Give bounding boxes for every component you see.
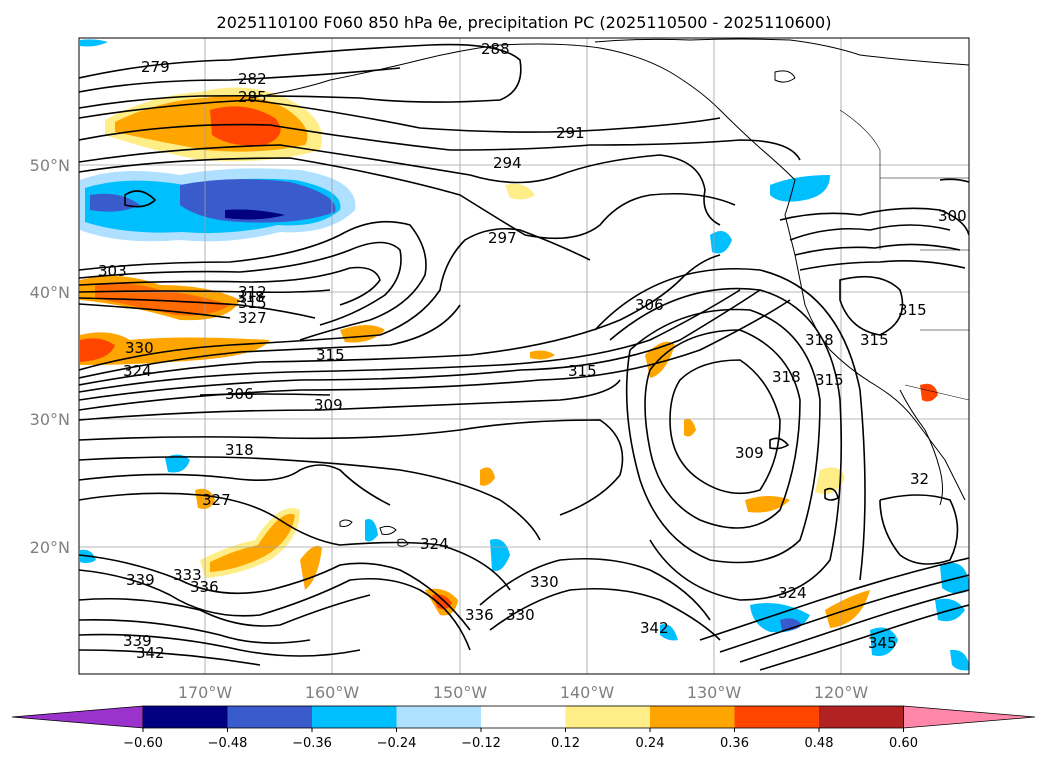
colorbar-segment xyxy=(396,706,482,728)
theta-e-contours xyxy=(79,43,969,671)
contour-label: 294 xyxy=(493,154,522,172)
contour-label: 345 xyxy=(868,634,897,652)
contour-label: 333 xyxy=(173,566,202,584)
map-content: 279 282 285 288 291 294 297 300 303 312 … xyxy=(79,38,969,674)
borders xyxy=(839,109,969,401)
lat-label: 20°N xyxy=(30,538,70,557)
colorbar-tick-label: 0.48 xyxy=(805,736,834,751)
colorbar-tick-label: −0.24 xyxy=(377,736,417,751)
contour-label: 339 xyxy=(123,632,152,650)
contour-labels: 279 282 285 288 291 294 297 300 303 312 … xyxy=(98,40,967,662)
lon-label: 150°W xyxy=(433,683,488,702)
contour-label: 315 xyxy=(316,346,345,364)
colorbar-tick-label: 0.60 xyxy=(889,736,918,751)
colorbar-tick-label: 0.36 xyxy=(720,736,749,751)
contour-label: 312 xyxy=(238,283,267,301)
contour-label: 306 xyxy=(225,385,254,403)
contour-label: 32 xyxy=(910,470,929,488)
coastlines xyxy=(249,38,969,547)
contour-label: 279 xyxy=(141,58,170,76)
contour-label: 330 xyxy=(530,573,559,591)
lon-label: 130°W xyxy=(687,683,742,702)
contour-label: 336 xyxy=(190,578,219,596)
lat-label: 50°N xyxy=(30,156,70,175)
contour-label: 324 xyxy=(123,362,152,380)
lon-axis: 170°W 160°W 150°W 140°W 130°W 120°W xyxy=(178,683,869,702)
contour-label: 309 xyxy=(314,396,343,414)
contour-label: 285 xyxy=(238,88,267,106)
contour-label: 324 xyxy=(420,535,449,553)
contour-label: 315 xyxy=(815,371,844,389)
lon-label: 160°W xyxy=(305,683,360,702)
colorbar-segment xyxy=(819,706,904,728)
colorbar-frame xyxy=(142,705,904,729)
colorbar-tick-label: 0.12 xyxy=(551,736,580,751)
contour-label: 315 xyxy=(568,362,597,380)
contour-label: 339 xyxy=(126,571,155,589)
contour-label: 330 xyxy=(506,606,535,624)
colorbar-segment xyxy=(143,706,228,728)
lat-label: 30°N xyxy=(30,410,70,429)
colorbar-extend-high xyxy=(903,705,1036,729)
contour-label: 315 xyxy=(238,294,267,312)
colorbar-tick-label: −0.12 xyxy=(461,736,501,751)
contour-label: 303 xyxy=(98,262,127,280)
lon-label: 170°W xyxy=(178,683,233,702)
colorbar-segment xyxy=(481,706,566,728)
contour-label: 288 xyxy=(481,40,510,58)
contour-label: 318 xyxy=(805,331,834,349)
colorbar-segment xyxy=(650,706,735,728)
colorbar: −0.60 −0.48 −0.36 −0.24 −0.12 0.12 0.24 0.36 0.4… xyxy=(11,705,1036,751)
contour-label: 315 xyxy=(860,331,889,349)
contour-label: 300 xyxy=(938,207,967,225)
contour-label: 330 xyxy=(125,339,154,357)
lat-axis: 50°N 40°N 30°N 20°N xyxy=(30,156,70,557)
lon-label: 120°W xyxy=(814,683,869,702)
contour-label: 342 xyxy=(136,644,165,662)
colorbar-extend-low xyxy=(11,705,144,729)
colorbar-tick-label: −0.60 xyxy=(123,736,163,751)
colorbar-tick-label: 0.24 xyxy=(636,736,665,751)
contour-label: 306 xyxy=(635,296,664,314)
contour-label: 318 xyxy=(236,288,265,306)
map-title: 2025110100 F060 850 hPa θe, precipitatio… xyxy=(217,13,832,32)
contour-label: 336 xyxy=(465,606,494,624)
contour-label: 327 xyxy=(202,491,231,509)
colorbar-tick-label: −0.36 xyxy=(292,736,332,751)
contour-label: 318 xyxy=(225,441,254,459)
contour-label: 324 xyxy=(778,584,807,602)
contour-label: 291 xyxy=(556,124,585,142)
lat-label: 40°N xyxy=(30,283,70,302)
contour-label: 318 xyxy=(772,368,801,386)
contour-label: 297 xyxy=(488,229,517,247)
map-frame xyxy=(78,37,970,675)
colorbar-segment xyxy=(312,706,397,728)
contour-label: 327 xyxy=(238,309,267,327)
contour-label: 315 xyxy=(898,301,927,319)
colorbar-segment xyxy=(227,706,313,728)
colorbar-tick-label: −0.48 xyxy=(208,736,248,751)
contour-label: 282 xyxy=(238,70,267,88)
contour-label: 342 xyxy=(640,619,669,637)
colorbar-segment xyxy=(734,706,820,728)
lon-label: 140°W xyxy=(560,683,615,702)
colorbar-segment xyxy=(565,706,651,728)
contour-label: 309 xyxy=(735,444,764,462)
